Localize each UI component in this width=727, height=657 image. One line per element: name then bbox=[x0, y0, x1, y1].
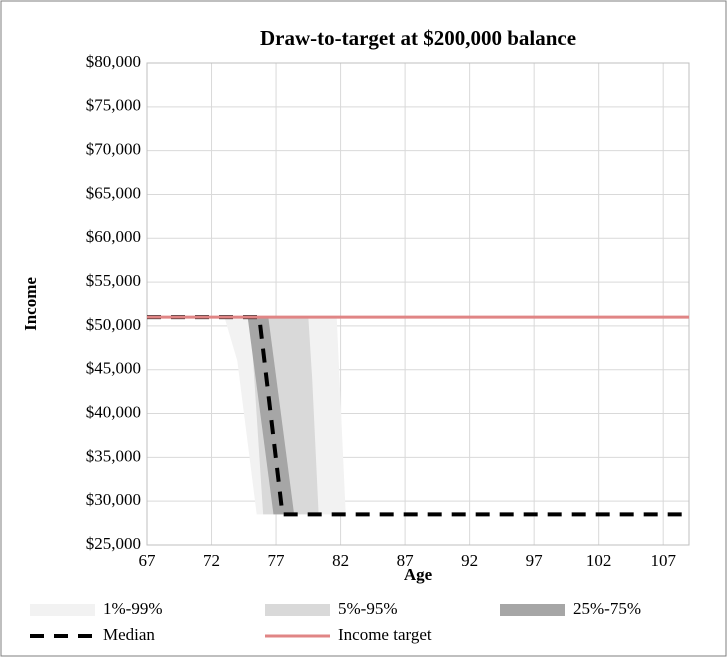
x-tick-label: 87 bbox=[397, 551, 415, 570]
y-tick-label: $60,000 bbox=[86, 227, 141, 246]
legend-label: 1%-99% bbox=[103, 599, 162, 618]
legend-label: Income target bbox=[338, 625, 432, 644]
x-tick-label: 67 bbox=[139, 551, 157, 570]
y-tick-label: $40,000 bbox=[86, 402, 141, 421]
x-tick-label: 92 bbox=[461, 551, 478, 570]
legend-label: 5%-95% bbox=[338, 599, 397, 618]
x-tick-label: 97 bbox=[526, 551, 544, 570]
legend-swatch bbox=[500, 604, 565, 616]
y-tick-label: $50,000 bbox=[86, 315, 141, 334]
band-area bbox=[247, 317, 295, 515]
x-axis-label: Age bbox=[404, 565, 433, 584]
legend-label: 25%-75% bbox=[573, 599, 641, 618]
y-tick-label: $65,000 bbox=[86, 183, 141, 202]
legend-swatch bbox=[30, 604, 95, 616]
y-tick-label: $35,000 bbox=[86, 446, 141, 465]
legend-swatch bbox=[265, 604, 330, 616]
y-tick-label: $55,000 bbox=[86, 271, 141, 290]
y-tick-label: $25,000 bbox=[86, 534, 141, 553]
chart-title: Draw-to-target at $200,000 balance bbox=[260, 26, 576, 50]
x-tick-label: 77 bbox=[268, 551, 286, 570]
x-tick-label: 72 bbox=[203, 551, 220, 570]
legend-label: Median bbox=[103, 625, 155, 644]
y-axis-label: Income bbox=[21, 277, 40, 331]
y-tick-label: $30,000 bbox=[86, 490, 141, 509]
x-tick-label: 107 bbox=[650, 551, 676, 570]
y-tick-label: $45,000 bbox=[86, 359, 141, 378]
y-tick-label: $75,000 bbox=[86, 96, 141, 115]
y-tick-label: $70,000 bbox=[86, 140, 141, 159]
x-tick-label: 102 bbox=[586, 551, 612, 570]
y-tick-label: $80,000 bbox=[86, 52, 141, 71]
plot-border bbox=[146, 62, 690, 546]
x-tick-label: 82 bbox=[332, 551, 349, 570]
